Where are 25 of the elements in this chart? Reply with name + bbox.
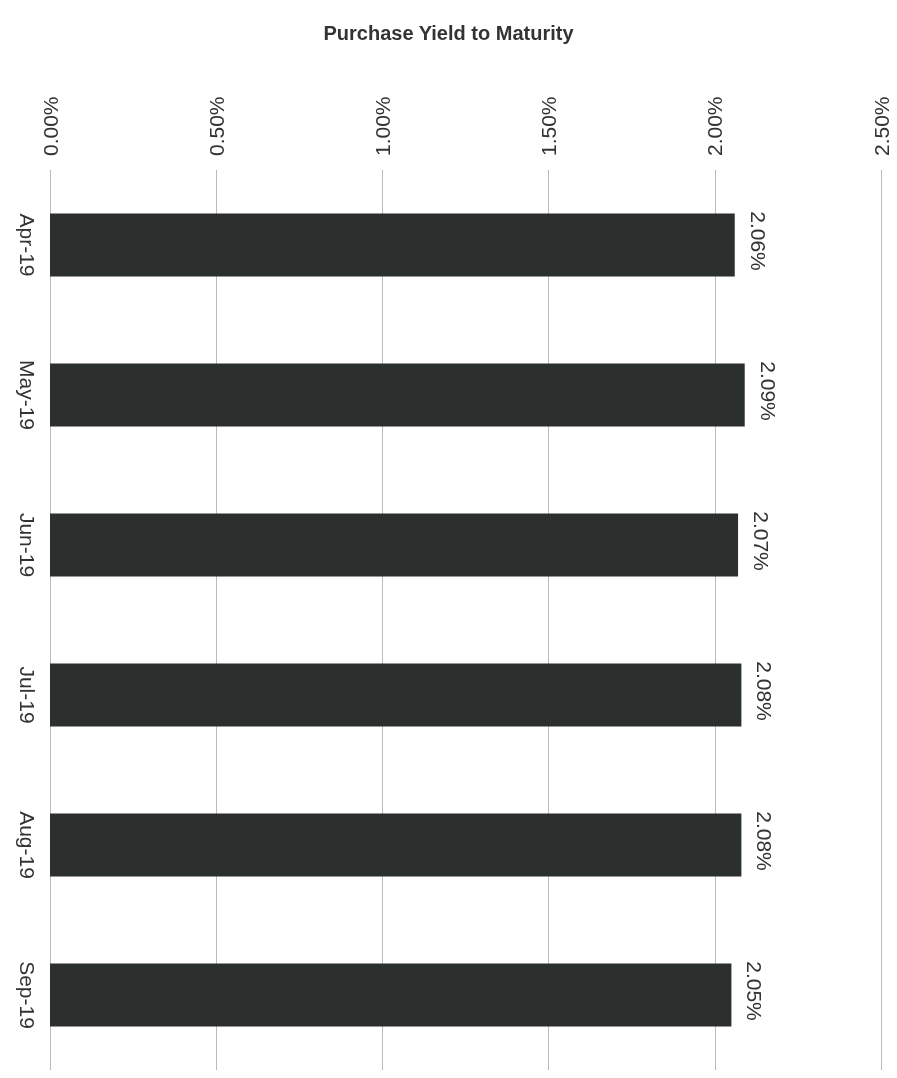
data-label: 2.08% (753, 811, 777, 871)
y-tick-label: May-19 (16, 359, 39, 431)
y-tick-label: Aug-19 (16, 811, 39, 879)
x-tick-label: 1.00% (370, 96, 394, 156)
x-tick-label: 2.00% (703, 96, 727, 156)
chart-title: Purchase Yield to Maturity (323, 22, 575, 44)
bar (50, 213, 735, 277)
data-label: 2.09% (756, 361, 780, 421)
x-tick-label: 0.00% (38, 96, 62, 156)
bar (50, 663, 742, 727)
data-label: 2.06% (746, 211, 770, 271)
data-label: 2.05% (743, 961, 767, 1021)
data-label: 2.07% (750, 511, 774, 571)
x-tick-label: 0.50% (204, 96, 228, 156)
bar (50, 813, 742, 877)
bar (50, 513, 739, 577)
y-tick-label: Apr-19 (16, 213, 39, 277)
bar (50, 963, 732, 1027)
y-tick-label: Sep-19 (16, 961, 39, 1029)
x-tick-label: 1.50% (537, 96, 561, 156)
y-tick-label: Jun-19 (16, 512, 39, 578)
data-label: 2.08% (753, 661, 777, 721)
y-tick-label: Jul-19 (16, 666, 39, 724)
bar (50, 363, 745, 427)
x-tick-label: 2.50% (869, 96, 893, 156)
